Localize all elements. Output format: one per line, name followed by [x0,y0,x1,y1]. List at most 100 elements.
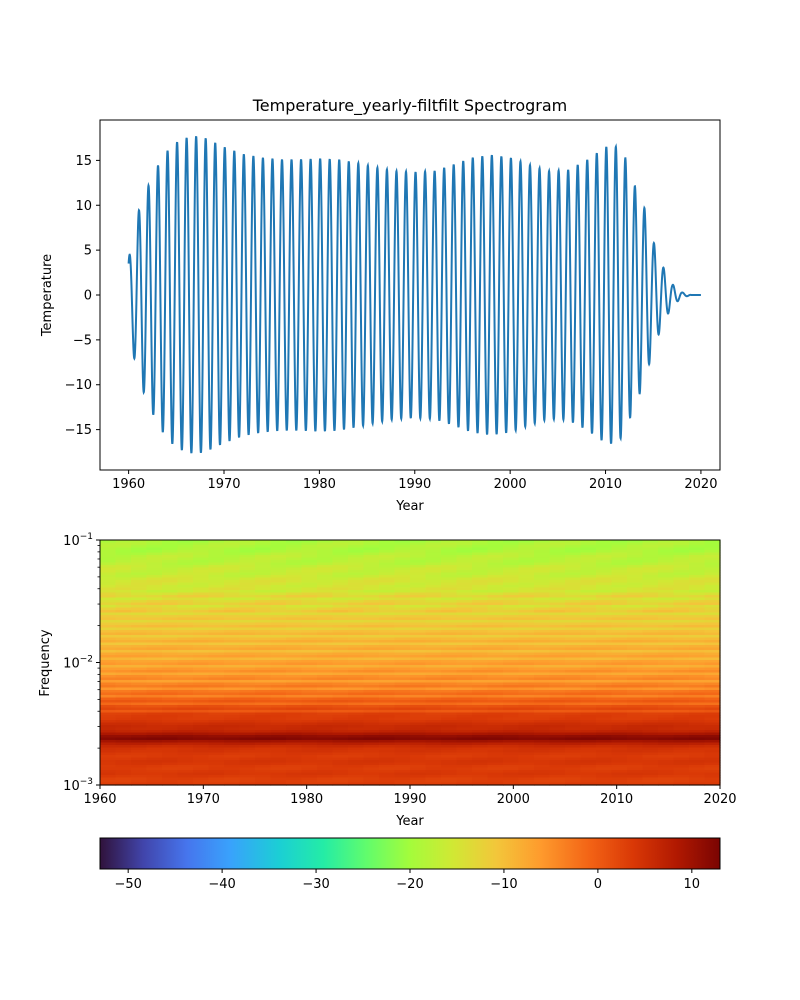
heatmap-cell [162,570,179,574]
heatmap-cell [503,685,520,689]
heatmap-cell [332,597,349,601]
colorbar-tick-label: −50 [114,877,141,892]
heatmap-cell [162,742,179,746]
heatmap-cell [115,582,132,586]
heatmap-cell [255,702,272,706]
heatmap-cell [115,600,132,604]
heatmap-cell [379,780,396,784]
heatmap-cell [162,612,179,616]
heatmap-cell [704,727,721,731]
heatmap-cell [146,575,163,579]
heatmap-cell [379,632,396,636]
heatmap-cell [115,545,132,549]
heatmap-cell [673,735,690,739]
heatmap-cell [627,730,644,734]
heatmap-cell [689,762,706,766]
heatmap-cell [565,612,582,616]
heatmap-cell [379,597,396,601]
heatmap-cell [580,672,597,676]
heatmap-cell [301,672,318,676]
heatmap-cell [580,637,597,641]
heatmap-cell [580,760,597,764]
heatmap-cell [642,552,659,556]
heatmap-cell [534,767,551,771]
heatmap-cell [270,555,287,559]
heatmap-cell [286,695,303,699]
heatmap-cell [487,780,504,784]
heatmap-cell [394,612,411,616]
heatmap-cell [673,547,690,551]
heatmap-cell [425,575,442,579]
heatmap-cell [503,667,520,671]
heatmap-cell [642,725,659,729]
heatmap-cell [208,562,225,566]
heatmap-cell [286,700,303,704]
heatmap-cell [580,655,597,659]
heatmap-cell [580,695,597,699]
heatmap-cell [379,637,396,641]
heatmap-cell [239,782,256,786]
heatmap-cell [239,680,256,684]
heatmap-cell [642,550,659,554]
heatmap-cell [642,772,659,776]
heatmap-cell [596,690,613,694]
heatmap-cell [301,567,318,571]
heatmap-cell [410,725,427,729]
heatmap-cell [580,642,597,646]
heatmap-cell [270,567,287,571]
heatmap-cell [627,732,644,736]
heatmap-cell [704,637,721,641]
heatmap-cell [627,602,644,606]
heatmap-cell [146,730,163,734]
heatmap-cell [472,640,489,644]
heatmap-cell [348,580,365,584]
heatmap-cell [131,555,148,559]
heatmap-cell [239,612,256,616]
heatmap-cell [456,612,473,616]
heatmap-cell [704,610,721,614]
heatmap-cell [673,745,690,749]
heatmap-cell [410,555,427,559]
heatmap-cell [441,777,458,781]
heatmap-cell [348,770,365,774]
heatmap-cell [580,600,597,604]
heatmap-cell [332,707,349,711]
heatmap-cell [689,592,706,596]
heatmap-cell [363,635,380,639]
heatmap-cell [301,560,318,564]
heatmap-cell [224,545,241,549]
heatmap-cell [301,767,318,771]
heatmap-cell [518,735,535,739]
heatmap-cell [596,617,613,621]
heatmap-cell [317,627,334,631]
heatmap-cell [363,672,380,676]
heatmap-cell [301,715,318,719]
heatmap-cell [177,772,194,776]
heatmap-cell [348,575,365,579]
heatmap-cell [627,692,644,696]
heatmap-cell [487,542,504,546]
heatmap-cell [689,645,706,649]
heatmap-cell [425,652,442,656]
heatmap-cell [518,710,535,714]
heatmap-cell [162,700,179,704]
heatmap-cell [611,595,628,599]
heatmap-cell [332,630,349,634]
heatmap-cell [270,730,287,734]
heatmap-cell [425,755,442,759]
heatmap-cell [658,625,675,629]
heatmap-cell [394,630,411,634]
heatmap-cell [115,612,132,616]
heatmap-cell [317,565,334,569]
heatmap-cell [224,770,241,774]
heatmap-cell [596,592,613,596]
heatmap-cell [565,755,582,759]
heatmap-cell [596,545,613,549]
heatmap-cell [394,652,411,656]
heatmap-cell [596,647,613,651]
heatmap-cell [580,562,597,566]
heatmap-cell [410,712,427,716]
heatmap-cell [255,622,272,626]
heatmap-cell [224,750,241,754]
heatmap-cell [487,687,504,691]
